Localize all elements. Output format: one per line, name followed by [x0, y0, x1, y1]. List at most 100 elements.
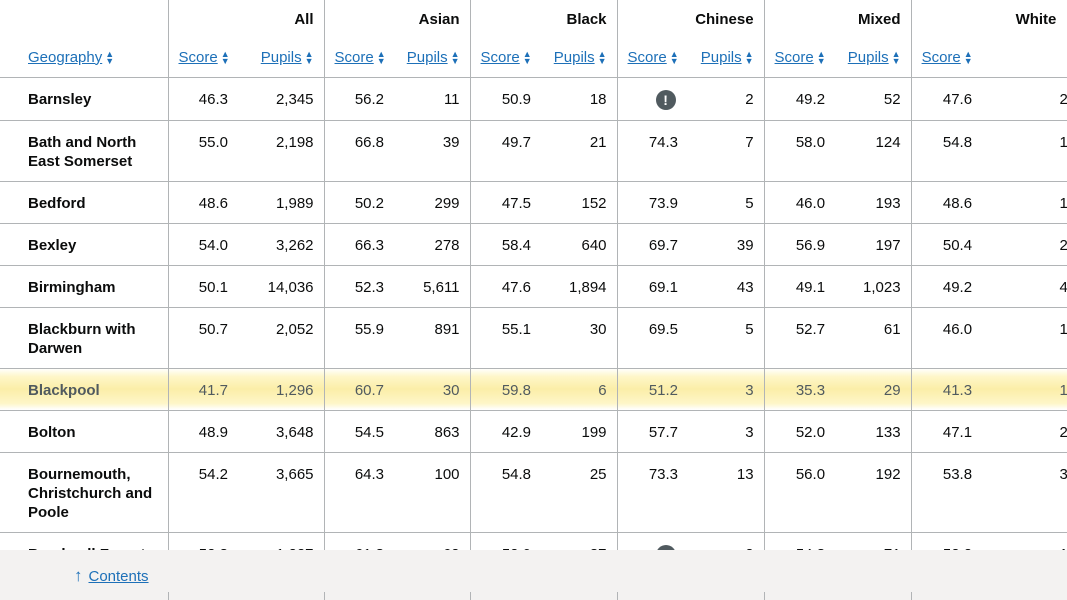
sort-pupils-link[interactable]: Pupils — [700, 48, 742, 66]
sort-geography-header[interactable]: Geography ▲ ▼ — [0, 38, 168, 78]
sort-pupils-header[interactable]: Pupils▲▼ — [688, 38, 765, 78]
score-cell: 52.7 — [763, 307, 836, 369]
score-cell: 69.7 — [616, 223, 689, 266]
score-cell: 49.1 — [763, 265, 836, 308]
geography-cell: Blackburn with Darwen — [0, 307, 168, 369]
sort-score-link[interactable]: Score — [774, 48, 814, 66]
geography-cell: Bexley — [0, 223, 168, 266]
score-cell: 50.9 — [469, 77, 542, 121]
score-cell: 59.8 — [469, 368, 542, 411]
pupils-cell: 3,262 — [238, 223, 325, 266]
score-cell: 54.5 — [323, 410, 395, 453]
sort-geography-link[interactable]: Geography — [28, 48, 103, 66]
score-cell: 66.3 — [323, 223, 395, 266]
score-cell: 48.6 — [910, 181, 983, 224]
sort-arrows-icon[interactable]: ▲ ▼ — [744, 48, 754, 66]
sort-score-link[interactable]: Score — [178, 48, 218, 66]
geography-cell: Blackpool — [0, 368, 168, 411]
sort-score-header[interactable]: Score ▲ ▼ — [469, 38, 542, 78]
score-cell: 74.3 — [616, 120, 689, 182]
pupils-cell: 18 — [541, 77, 618, 121]
table-row: Blackpool 41.7 1,296 60.7 30 59.8 6 51.2 3 35.3 29… — [0, 368, 1067, 411]
sort-pupils-link[interactable]: Pupils — [847, 48, 889, 66]
sort-arrows-icon[interactable]: ▲ ▼ — [220, 48, 230, 66]
score-cell: 46.0 — [763, 181, 836, 224]
column-divider — [617, 592, 618, 600]
sort-score-link[interactable]: Score — [627, 48, 667, 66]
contents-link-wrapper[interactable]: ↑ Contents — [74, 566, 149, 586]
pupils-cell: 1,989 — [238, 181, 325, 224]
sort-pupils-header[interactable]: Pupils▲▼ — [394, 38, 471, 78]
sort-arrows-icon[interactable]: ▲ ▼ — [304, 48, 314, 66]
pupils-cell: 21 — [541, 120, 618, 182]
sort-arrows-icon[interactable]: ▲ ▼ — [669, 48, 679, 66]
pupils-cell: 863 — [394, 410, 471, 453]
score-cell: 55.1 — [469, 307, 542, 369]
score-cell: 47.5 — [469, 181, 542, 224]
score-cell: 52.3 — [323, 265, 395, 308]
score-cell: 42.9 — [469, 410, 542, 453]
score-cell: 60.7 — [323, 368, 395, 411]
sort-pupils-header[interactable]: Pupils▲▼ — [238, 38, 325, 78]
score-cell: 49.2 — [910, 265, 983, 308]
sort-score-header[interactable]: Score ▲ ▼ — [167, 38, 238, 78]
score-cell: 54.0 — [167, 223, 238, 266]
sort-score-header[interactable]: Score ▲ ▼ — [323, 38, 395, 78]
up-arrow-icon[interactable]: ↑ — [74, 566, 83, 585]
contents-link[interactable]: Contents — [88, 568, 149, 585]
pupils-cell: 1,894 — [541, 265, 618, 308]
table-row: Bolton 48.9 3,648 54.5 863 42.9 199 57.7 3 52.0 13… — [0, 410, 1067, 453]
sort-pupils-link[interactable]: Pupils — [260, 48, 302, 66]
sort-pupils-header[interactable]: Pupils▲▼ — [835, 38, 912, 78]
sort-arrows-icon[interactable]: ▲ ▼ — [891, 48, 901, 66]
sort-arrows-icon[interactable]: ▲ ▼ — [105, 48, 115, 66]
score-cell: 56.2 — [323, 77, 395, 121]
footer-bar: ↑ Contents — [0, 550, 1067, 600]
sort-arrows-icon[interactable]: ▲ ▼ — [963, 48, 973, 66]
score-cell: 41.7 — [167, 368, 238, 411]
geography-cell: Barnsley — [0, 77, 168, 121]
score-cell: 46.0 — [910, 307, 983, 369]
group-header-asian: Asian — [323, 0, 471, 38]
pupils-cell: 5 — [688, 181, 765, 224]
score-cell: 58.0 — [763, 120, 836, 182]
sort-arrows-icon[interactable]: ▲ ▼ — [816, 48, 826, 66]
sort-score-header[interactable]: Score ▲ ▼ — [616, 38, 689, 78]
pupils-cell: 7 — [688, 120, 765, 182]
sort-score-header[interactable]: Score ▲ ▼ — [763, 38, 836, 78]
sort-pupils-header[interactable]: Pupils▲▼ — [541, 38, 618, 78]
pupils-cell: 278 — [394, 223, 471, 266]
sort-pupils-link[interactable]: Pupils — [553, 48, 595, 66]
sort-score-link[interactable]: Score — [480, 48, 520, 66]
corner-cell — [0, 0, 168, 38]
score-cell: 55.9 — [323, 307, 395, 369]
pupils-cell: 1,296 — [238, 368, 325, 411]
score-cell: 47.1 — [910, 410, 983, 453]
pupils-cell: 1,002 — [982, 307, 1067, 369]
sort-arrows-icon[interactable]: ▲ ▼ — [376, 48, 386, 66]
score-cell: 56.9 — [763, 223, 836, 266]
score-cell: 57.7 — [616, 410, 689, 453]
score-cell: 53.8 — [910, 452, 983, 533]
score-cell: 52.0 — [763, 410, 836, 453]
group-header-white: White — [910, 0, 1067, 38]
sort-score-link[interactable]: Score — [921, 48, 961, 66]
pupils-cell: 3 — [688, 368, 765, 411]
column-divider — [911, 592, 912, 600]
sort-arrows-icon[interactable]: ▲ ▼ — [597, 48, 607, 66]
pupils-cell: 3,242 — [982, 452, 1067, 533]
sort-score-header[interactable]: Score ▲ ▼ — [910, 38, 983, 78]
sort-pupils-link[interactable]: Pupils — [406, 48, 448, 66]
geography-cell: Bournemouth, Christchurch and Poole — [0, 452, 168, 533]
pupils-cell: 197 — [835, 223, 912, 266]
pupils-cell: 2 — [688, 77, 765, 121]
score-cell: 49.7 — [469, 120, 542, 182]
group-header-row: All Asian Black Chinese Mixed White — [0, 0, 1067, 38]
pupils-cell: 2,355 — [982, 410, 1067, 453]
table-row: Birmingham 50.1 14,036 52.3 5,611 47.6 1,894 69… — [0, 265, 1067, 308]
pupils-cell: 39 — [688, 223, 765, 266]
sort-arrows-icon[interactable]: ▲ ▼ — [450, 48, 460, 66]
sort-pupils-header[interactable]: Pupils▲▼ — [982, 38, 1067, 78]
sort-score-link[interactable]: Score — [334, 48, 374, 66]
sort-arrows-icon[interactable]: ▲ ▼ — [522, 48, 532, 66]
